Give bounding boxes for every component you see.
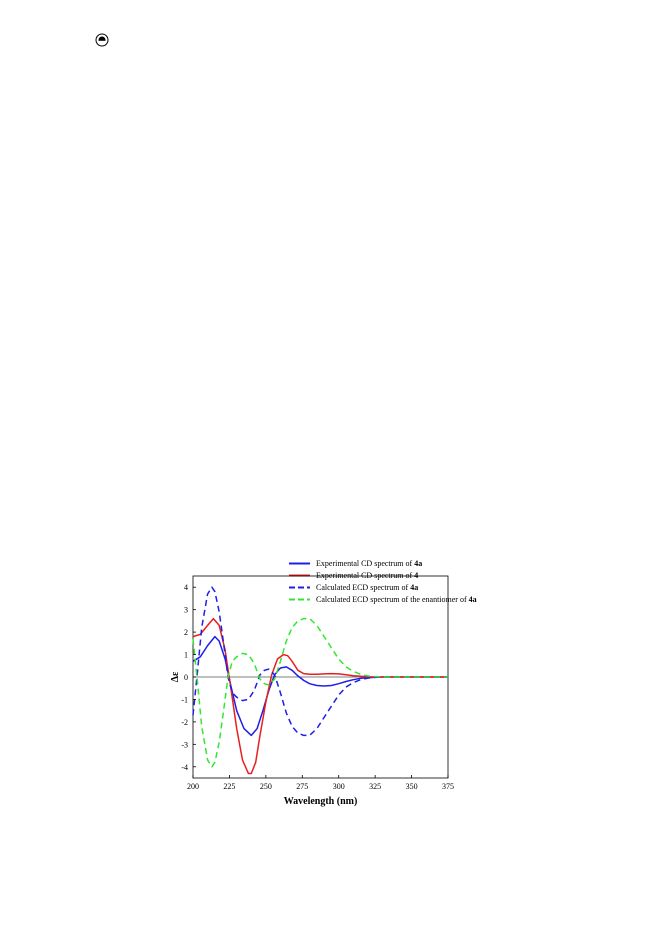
series-layer [192,586,448,775]
series-line-2 [192,617,448,775]
legend-label-part: Calculated ECD spectrum of the enantiome… [316,595,469,604]
legend-label-4: Calculated ECD spectrum of the enantiome… [316,595,477,604]
series-line-4 [192,617,448,768]
x-axis-title: Wavelength (nm) [284,796,358,807]
x-tick-label: 275 [296,782,308,791]
axis-ticks: 200 225 250 275 300 325 350 375 4 3 2 1 0 -1 -2 -3 -4 [181,583,454,791]
legend-label-1: Experimental CD spectrum of 4a [316,559,422,568]
y-tick-label: 3 [184,606,188,615]
x-tick-label: 375 [442,782,454,791]
x-tick-label: 300 [333,782,345,791]
legend-label-part: 4a [414,559,422,568]
chart-legend: Experimental CD spectrum of 4aExperiment… [289,559,477,604]
legend-label-part: 4a [410,583,418,592]
y-tick-label: -1 [181,695,188,704]
y-tick-label: 0 [184,673,188,682]
legend-label-part: 4 [414,571,418,580]
y-tick-label: 1 [184,651,188,660]
legend-label-part: 4a [469,595,477,604]
legend-label-3: Calculated ECD spectrum of 4a [316,583,418,592]
legend-label-part: Calculated ECD spectrum of [316,583,410,592]
ecd-page-icon [95,33,109,47]
x-tick-label: 200 [187,782,199,791]
x-tick-label: 350 [406,782,418,791]
y-axis-title: Δε [170,671,181,682]
x-tick-label: 250 [260,782,272,791]
x-tick-label: 325 [369,782,381,791]
y-tick-label: -2 [181,718,188,727]
y-tick-label: -3 [181,740,188,749]
legend-label-part: Experimental CD spectrum of [316,571,414,580]
y-tick-label: 4 [184,583,188,592]
legend-label-2: Experimental CD spectrum of 4 [316,571,418,580]
series-line-3 [192,586,448,737]
y-tick-label: -4 [181,763,188,772]
x-tick-label: 225 [223,782,235,791]
legend-label-part: Experimental CD spectrum of [316,559,414,568]
y-tick-label: 2 [184,628,188,637]
